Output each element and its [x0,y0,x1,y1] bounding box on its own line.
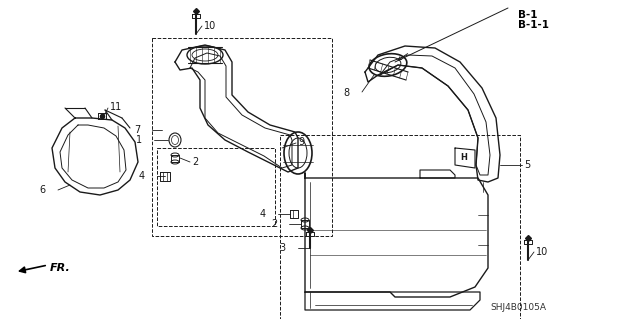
Text: 10: 10 [204,21,216,31]
Text: 10: 10 [536,247,548,257]
Text: 5: 5 [524,160,531,170]
Bar [157,148,275,226]
Text: 2: 2 [271,219,277,229]
Text: 7: 7 [134,125,140,135]
Text: B-1: B-1 [518,10,538,20]
Bar [280,135,520,319]
Text: 1: 1 [136,135,142,145]
Text: 11: 11 [110,102,122,112]
Text: 3: 3 [279,243,285,253]
Text: 8: 8 [344,88,350,98]
Text: B-1-1: B-1-1 [518,20,549,30]
Text: 9: 9 [298,137,304,147]
Text: 4: 4 [260,209,266,219]
Text: 4: 4 [139,171,145,181]
Text: H: H [460,153,467,162]
Text: 6: 6 [40,185,46,195]
Bar [152,38,332,236]
Text: SHJ4B0105A: SHJ4B0105A [490,303,546,312]
Text: FR.: FR. [50,263,71,273]
Text: 2: 2 [192,157,198,167]
